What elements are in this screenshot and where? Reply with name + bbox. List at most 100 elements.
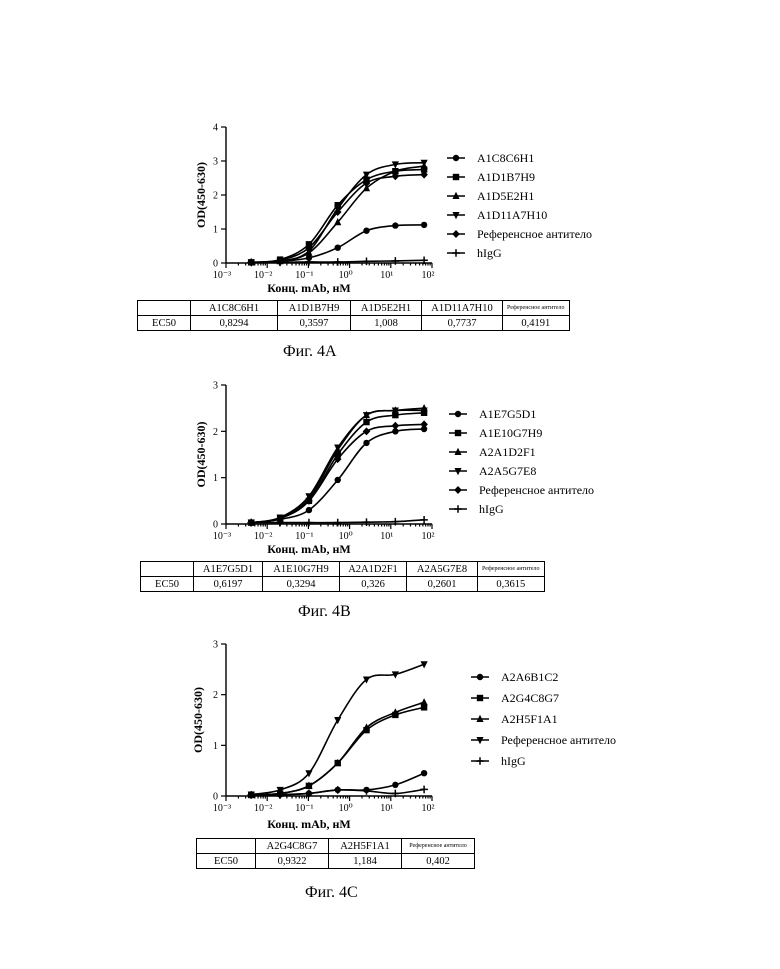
legend-label: A1E7G5D1	[479, 407, 536, 421]
data-point	[363, 419, 369, 425]
y-tick-label: 3	[213, 157, 218, 168]
table-header-cell: Референсное антитело	[402, 839, 475, 854]
table-cell: 0,7737	[422, 316, 503, 331]
table-header-row: A1C8C6H1 A1D1B7H9 A1D5E2H1 A1D11A7H10 Ре…	[138, 301, 570, 316]
figure-4a-ec50-table: A1C8C6H1 A1D1B7H9 A1D5E2H1 A1D11A7H10 Ре…	[137, 300, 570, 331]
figure-4c-ec50-table: A2G4C8G7 A2H5F1A1 Референсное антитело E…	[196, 838, 475, 869]
table-header-row: A2G4C8G7 A2H5F1A1 Референсное антитело	[197, 839, 475, 854]
axis-lines	[226, 385, 432, 524]
table-header-cell: A1C8C6H1	[191, 301, 278, 316]
x-axis-label: Конц. mAb, нМ	[267, 542, 351, 556]
x-tick-label: 10²	[422, 270, 435, 281]
legend-label: Референсное антитело	[479, 483, 594, 497]
axis-lines	[226, 644, 432, 796]
y-tick-label: 1	[213, 225, 218, 236]
x-tick-label: 10¹	[380, 270, 393, 281]
x-tick-label: 10⁰	[339, 803, 353, 814]
figure-4b-chart: 012310⁻³10⁻²10⁻¹10⁰10¹10²Конц. mAb, нМOD…	[0, 375, 780, 565]
x-tick-label: 10⁻¹	[295, 270, 313, 281]
data-point	[363, 427, 371, 435]
x-tick-label: 10⁻³	[213, 531, 231, 542]
table-row: EC50 0,6197 0,3294 0,326 0,2601 0,3615	[141, 577, 545, 592]
table-cell: 1,184	[329, 854, 402, 869]
table-header-cell: A2G4C8G7	[256, 839, 329, 854]
legend-marker	[477, 695, 483, 701]
data-point	[420, 698, 427, 705]
legend-label: A1D1B7H9	[477, 170, 535, 184]
table-row: EC50 0,9322 1,184 0,402	[197, 854, 475, 869]
legend-label: A2A6B1C2	[501, 670, 558, 684]
data-point	[392, 422, 400, 430]
y-tick-label: 1	[213, 741, 218, 752]
series-curve-4	[251, 424, 424, 522]
data-point	[363, 228, 369, 234]
legend-label: A1D11A7H10	[477, 208, 547, 222]
table-row: EC50 0,8294 0,3597 1,008 0,7737 0,4191	[138, 316, 570, 331]
table-header-cell: A1E10G7H9	[263, 562, 340, 577]
table-header-row: A1E7G5D1 A1E10G7H9 A2A1D2F1 A2A5G7E8 Реф…	[141, 562, 545, 577]
figure-4c-caption: Фиг. 4C	[305, 884, 358, 902]
y-tick-label: 0	[213, 792, 218, 803]
x-tick-label: 10²	[422, 803, 435, 814]
x-tick-label: 10⁻²	[254, 803, 272, 814]
legend-label: Референсное антитело	[477, 227, 592, 241]
figure-4c-chart: 012310⁻³10⁻²10⁻¹10⁰10¹10²Конц. mAb, нМOD…	[0, 635, 780, 835]
figure-4a-chart: 0123410⁻³10⁻²10⁻¹10⁰10¹10²Конц. mAb, нМO…	[0, 0, 780, 300]
table-header-cell: Референсное антитело	[478, 562, 545, 577]
figure-4b-caption: Фиг. 4B	[298, 603, 351, 621]
x-tick-label: 10⁰	[339, 531, 353, 542]
data-point	[335, 477, 341, 483]
data-point	[392, 222, 398, 228]
data-point	[306, 507, 312, 513]
legend-marker	[477, 674, 483, 680]
table-header-cell: A2H5F1A1	[329, 839, 402, 854]
legend-label: hIgG	[479, 502, 504, 516]
table-cell: 0,8294	[191, 316, 278, 331]
legend-label: A1D5E2H1	[477, 189, 534, 203]
x-tick-label: 10¹	[380, 803, 393, 814]
data-point	[335, 245, 341, 251]
legend-label: hIgG	[501, 754, 526, 768]
y-axis-label: OD(450-630)	[194, 422, 208, 488]
legend-marker	[452, 230, 460, 238]
y-tick-label: 2	[213, 427, 218, 438]
y-tick-label: 4	[213, 123, 218, 134]
x-tick-label: 10⁻²	[254, 270, 272, 281]
x-tick-label: 10⁻¹	[295, 803, 313, 814]
table-cell: 1,008	[351, 316, 422, 331]
figure-4a-caption: Фиг. 4A	[283, 343, 337, 361]
y-tick-label: 3	[213, 381, 218, 392]
y-tick-label: 2	[213, 690, 218, 701]
legend-marker	[452, 249, 460, 257]
table-header-cell: A1D1B7H9	[278, 301, 351, 316]
table-cell: 0,3597	[278, 316, 351, 331]
table-header-cell: Референсное антитело	[503, 301, 570, 316]
y-tick-label: 1	[213, 473, 218, 484]
table-cell: 0,6197	[194, 577, 263, 592]
table-cell: EC50	[138, 316, 191, 331]
data-point	[420, 786, 428, 794]
series-curve-1	[251, 413, 424, 523]
x-tick-label: 10¹	[380, 531, 393, 542]
legend-marker	[455, 411, 461, 417]
data-point	[420, 516, 428, 524]
data-point	[363, 412, 370, 419]
data-point	[421, 770, 427, 776]
y-tick-label: 2	[213, 191, 218, 202]
table-header-cell: A1E7G5D1	[194, 562, 263, 577]
x-tick-label: 10⁰	[339, 270, 353, 281]
legend-marker	[454, 505, 462, 513]
legend-marker	[476, 757, 484, 765]
table-cell: 0,3294	[263, 577, 340, 592]
table-header-cell: A2A1D2F1	[340, 562, 407, 577]
table-cell: 0,3615	[478, 577, 545, 592]
x-axis-label: Конц. mAb, нМ	[267, 281, 351, 295]
x-axis-label: Конц. mAb, нМ	[267, 817, 351, 831]
series-curve-0	[251, 429, 424, 523]
legend-label: Референсное антитело	[501, 733, 616, 747]
y-tick-label: 0	[213, 259, 218, 270]
x-tick-label: 10⁻²	[254, 531, 272, 542]
legend-label: A1C8C6H1	[477, 151, 534, 165]
data-point	[363, 440, 369, 446]
legend-label: A2H5F1A1	[501, 712, 558, 726]
